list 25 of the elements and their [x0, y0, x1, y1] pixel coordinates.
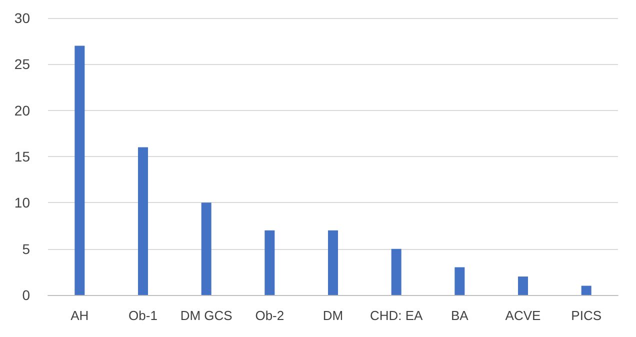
y-tick-label: 10 [14, 194, 30, 211]
x-tick-label: CHD: EA [370, 308, 424, 323]
bar [454, 267, 465, 295]
x-tick-label: ACVE [505, 308, 542, 323]
bar [74, 46, 85, 295]
x-tick-label: Ob-2 [255, 308, 284, 323]
bar [581, 286, 592, 295]
x-tick-label: AH [70, 308, 89, 323]
y-tick-label: 25 [14, 56, 30, 72]
x-tick-label: DM [322, 308, 344, 323]
x-tick-label: Ob-1 [128, 308, 158, 323]
y-tick-label: 0 [22, 287, 30, 303]
bar [201, 202, 212, 295]
bar [391, 248, 402, 295]
y-tick-label: 30 [14, 10, 30, 26]
x-tick-label: PICS [571, 308, 602, 323]
bar [328, 230, 338, 295]
y-tick-label: 5 [22, 240, 30, 257]
bar [518, 276, 528, 295]
bar [264, 230, 275, 295]
bar [138, 147, 148, 295]
x-tick-label: DM GCS [180, 308, 233, 323]
y-tick-label: 20 [14, 102, 30, 118]
y-tick-label: 15 [14, 148, 30, 164]
x-tick-label: BA [450, 308, 469, 323]
